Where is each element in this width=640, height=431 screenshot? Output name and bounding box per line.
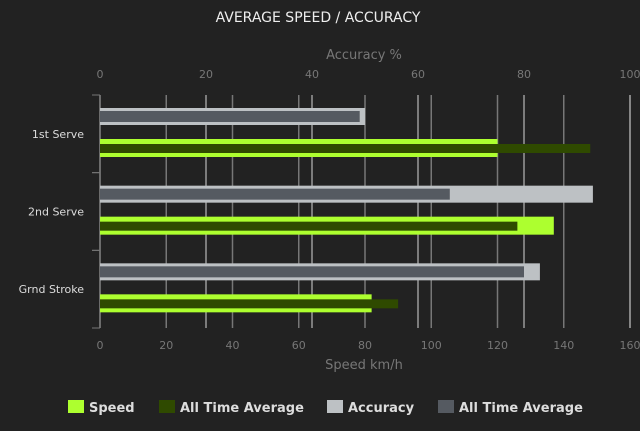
legend-swatch [68, 400, 84, 413]
legend-swatch [327, 400, 343, 413]
accuracy-tick-label: 100 [620, 68, 640, 81]
speed-tick-label: 40 [226, 339, 240, 352]
speed-tick-label: 100 [421, 339, 442, 352]
bottom-axis-label: Speed km/h [325, 358, 403, 373]
speed-tick-label: 0 [97, 339, 104, 352]
speed-tick-label: 80 [358, 339, 372, 352]
speed-average-bar [100, 299, 398, 308]
accuracy-average-bar [100, 111, 360, 122]
category-label: 2nd Serve [28, 206, 84, 219]
accuracy-tick-label: 40 [305, 68, 319, 81]
legend-label: Speed [89, 401, 135, 416]
category-label: 1st Serve [32, 128, 84, 141]
top-axis-label: Accuracy % [326, 48, 402, 63]
speed-tick-label: 160 [620, 339, 640, 352]
legend-label: Accuracy [348, 401, 415, 416]
speed-average-bar [100, 144, 590, 153]
accuracy-tick-label: 20 [199, 68, 213, 81]
accuracy-average-bar [100, 266, 524, 277]
chart-title: AVERAGE SPEED / ACCURACY [216, 10, 421, 26]
accuracy-tick-label: 60 [411, 68, 425, 81]
accuracy-tick-label: 0 [97, 68, 104, 81]
speed-tick-label: 140 [553, 339, 574, 352]
accuracy-tick-label: 80 [517, 68, 531, 81]
speed-tick-label: 120 [487, 339, 508, 352]
speed-tick-label: 60 [292, 339, 306, 352]
accuracy-average-bar [100, 189, 450, 200]
category-label: Grnd Stroke [19, 283, 85, 296]
legend-label: All Time Average [459, 401, 583, 416]
legend-swatch [159, 400, 175, 413]
legend-label: All Time Average [180, 401, 304, 416]
speed-tick-label: 20 [159, 339, 173, 352]
speed-average-bar [100, 222, 517, 231]
legend-swatch [438, 400, 454, 413]
